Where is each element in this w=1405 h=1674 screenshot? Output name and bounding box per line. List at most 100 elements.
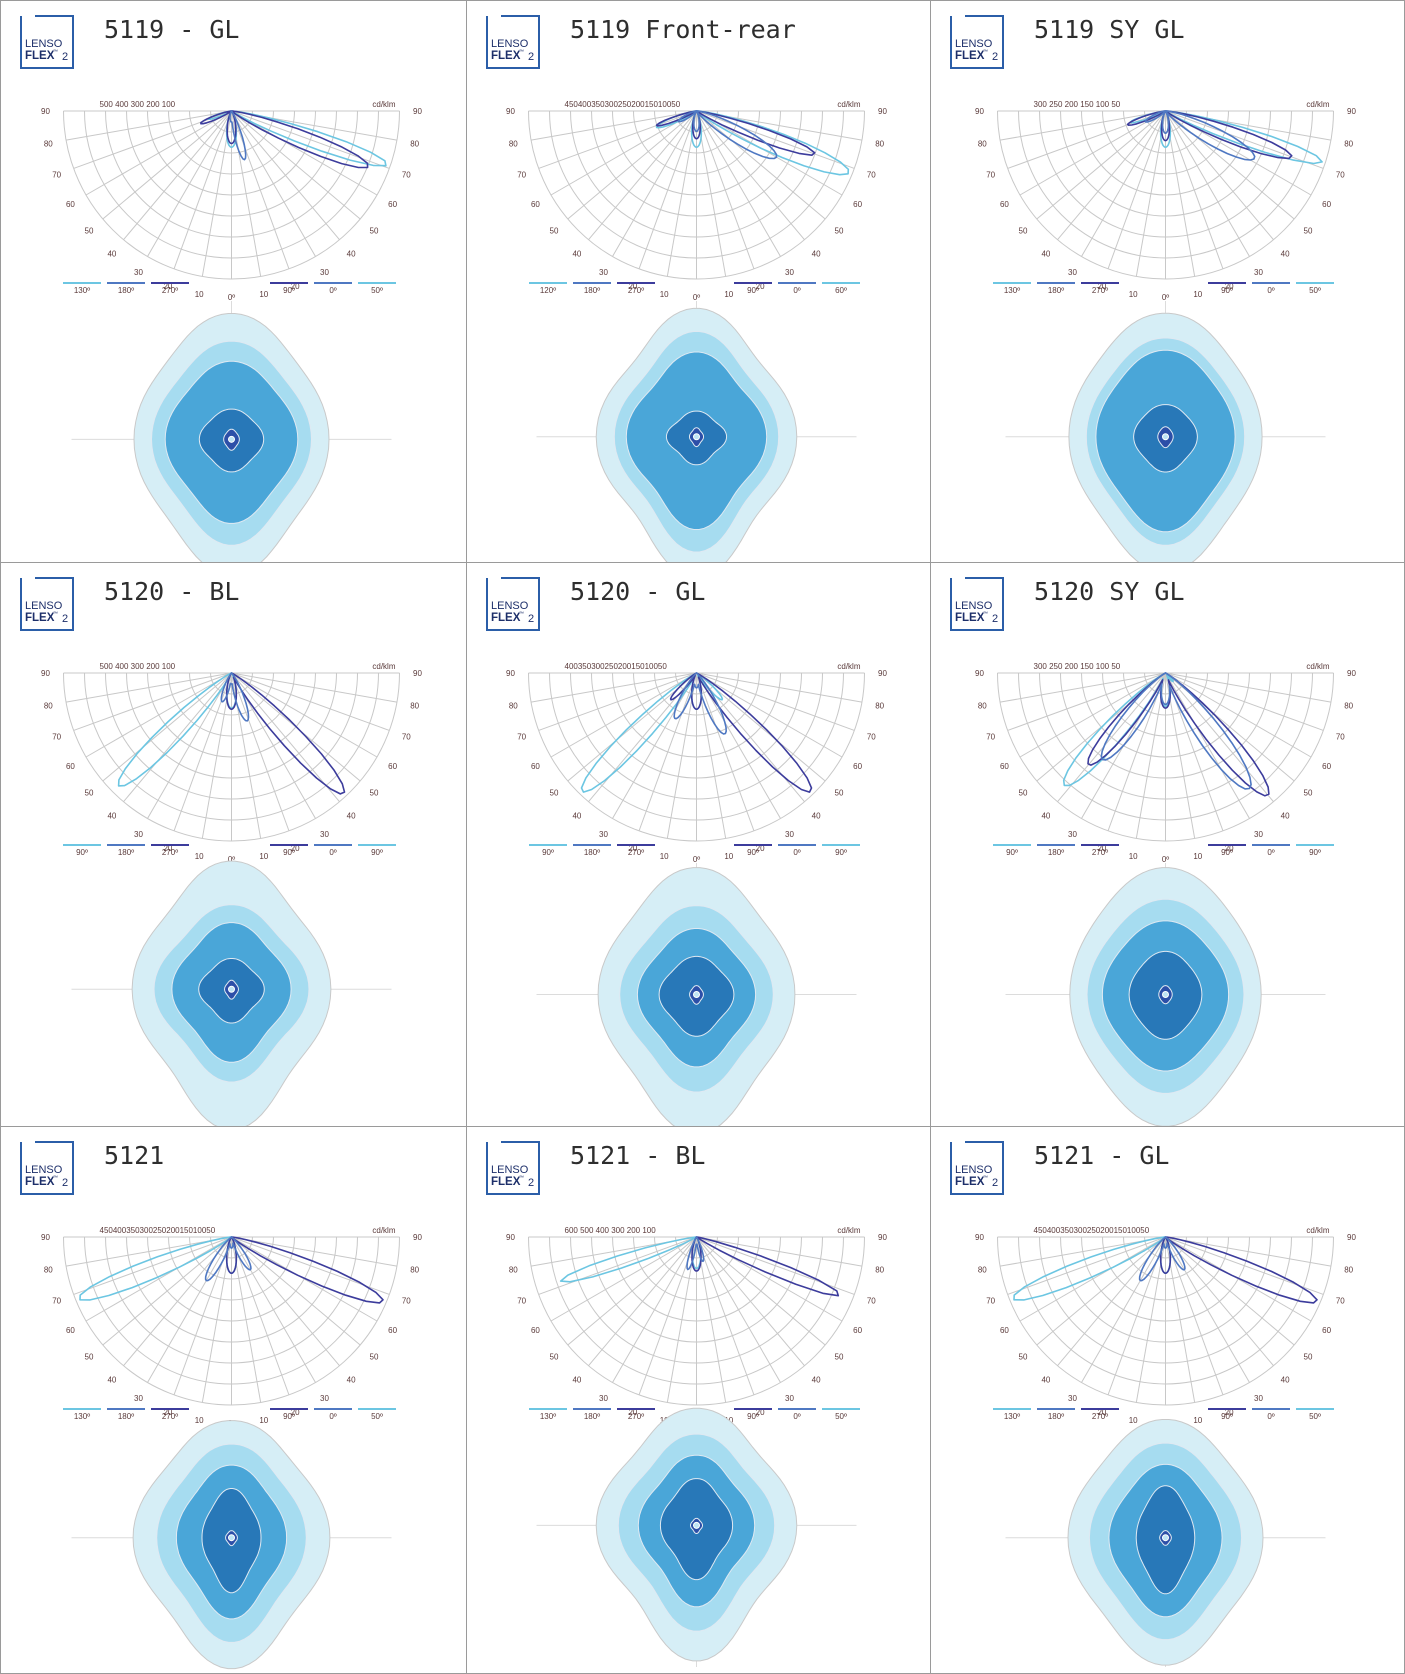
angle-label: 50 — [835, 789, 844, 798]
angle-label: 90 — [1347, 107, 1356, 116]
angle-label: 20 — [756, 844, 765, 853]
angle-label: 30 — [785, 268, 794, 277]
polar-spoke — [102, 1236, 232, 1346]
polar-legend: 130º 180º 270º 90º 0º 50º — [529, 1408, 860, 1421]
scale-labels: 500 400 300 200 100 — [100, 662, 176, 671]
polar-spoke — [231, 110, 290, 270]
isolux-center — [228, 985, 235, 993]
angle-label: 40 — [347, 250, 356, 259]
polar-spoke — [65, 672, 232, 703]
angle-label: 50 — [1304, 789, 1313, 798]
polar-diagram: 90 80 70 60 50 40 30 20 10 0º 10 20 30 40 50 60 70 80 90 50… — [41, 100, 422, 302]
angle-label: 30 — [1068, 830, 1077, 839]
angle-label: 80 — [1344, 139, 1353, 148]
angle-label: 90 — [1347, 1233, 1356, 1242]
units-label: cd/klm — [372, 100, 395, 109]
polar-spoke — [1019, 1236, 1166, 1322]
polar-spoke — [1165, 672, 1332, 703]
angle-label: 30 — [785, 1394, 794, 1403]
legend-label: 90º — [283, 1412, 295, 1421]
angle-label: 60 — [531, 200, 540, 209]
angle-label: 80 — [44, 701, 53, 710]
angle-label: 60 — [853, 1326, 862, 1335]
angle-label: 20 — [163, 1408, 172, 1417]
legend-label: 180º — [118, 286, 134, 295]
angle-label: 70 — [867, 171, 876, 180]
logo-text-tm: ™ — [53, 611, 58, 617]
polar-curve-dark — [200, 110, 369, 169]
angle-label: 40 — [1041, 1376, 1050, 1385]
isolux-diagram — [1005, 301, 1326, 562]
angle-label: 20 — [1225, 282, 1234, 291]
legend-label: 50º — [371, 286, 383, 295]
angle-label: 20 — [756, 1408, 765, 1417]
angle-label: 50 — [550, 789, 559, 798]
polar-spoke — [147, 672, 232, 819]
angle-label: 40 — [1281, 250, 1290, 259]
legend-label: 90º — [542, 848, 554, 857]
isolux-diagram — [536, 863, 857, 1126]
polar-spoke — [567, 1236, 697, 1346]
angle-label: 50 — [550, 1353, 559, 1362]
polar-spoke — [1165, 110, 1250, 257]
polar-legend: 90º 180º 270º 90º 0º 90º — [63, 844, 396, 857]
polar-spoke — [696, 672, 863, 703]
polar-curve-mid — [1100, 672, 1252, 790]
angle-label: 70 — [517, 171, 526, 180]
angle-label: 80 — [875, 1265, 884, 1274]
polar-spoke — [1165, 672, 1324, 731]
polar-spoke — [102, 110, 232, 220]
angle-label: 60 — [1322, 762, 1331, 771]
angle-label: 30 — [1254, 268, 1263, 277]
polar-spoke — [231, 672, 390, 731]
angle-label: 90 — [975, 1233, 984, 1242]
angle-label: 90 — [413, 1233, 422, 1242]
polar-spoke — [696, 1236, 781, 1383]
angle-label: 90 — [878, 669, 887, 678]
angle-label: 80 — [410, 139, 419, 148]
angle-label: 90 — [41, 107, 50, 116]
polar-spoke — [73, 672, 232, 731]
polar-diagram: 90 80 70 60 50 40 30 20 10 0º 10 20 30 40 50 60 70 80 90 30… — [975, 100, 1356, 302]
logo-text-flex: FLEX — [955, 50, 985, 62]
polar-curve-dark — [225, 672, 346, 795]
logo-text-version: 2 — [62, 1177, 68, 1189]
legend-label: 130º — [1004, 286, 1020, 295]
angle-label: 90 — [1347, 669, 1356, 678]
panel-title: 5121 - GL — [1034, 1141, 1170, 1170]
legend-label: 0º — [329, 1412, 336, 1421]
polar-spoke — [999, 672, 1166, 703]
angle-label: 10 — [1193, 290, 1202, 299]
polar-diagram: 90 80 70 60 50 40 30 20 10 0º 10 20 30 40 50 60 70 80 90 45… — [506, 100, 887, 302]
legend-label: 0º — [329, 286, 336, 295]
logo-text-flex: FLEX — [491, 612, 521, 624]
isolux-diagram — [71, 860, 392, 1126]
angle-label: 20 — [1097, 1408, 1106, 1417]
legend-label: 50º — [371, 1412, 383, 1421]
polar-spoke — [231, 110, 316, 257]
isolux-center — [228, 435, 235, 443]
units-label: cd/klm — [372, 662, 395, 671]
angle-label: 70 — [986, 171, 995, 180]
legend-label: 180º — [584, 848, 600, 857]
polar-curve-dark — [655, 110, 816, 156]
legend-label: 180º — [1048, 286, 1064, 295]
angle-label: 20 — [291, 844, 300, 853]
angle-label: 20 — [628, 1408, 637, 1417]
logo-text-flex: FLEX — [955, 612, 985, 624]
polar-spoke — [85, 1236, 232, 1322]
panel-title: 5121 - BL — [570, 1141, 706, 1170]
logo-text-version: 2 — [992, 1177, 998, 1189]
logo-text-tm: ™ — [519, 1175, 524, 1181]
panel-title: 5120 SY GL — [1034, 577, 1185, 606]
angle-label: 40 — [347, 1376, 356, 1385]
polar-spoke — [612, 110, 697, 257]
polar-legend: 130º 180º 270º 90º 0º 50º — [993, 282, 1334, 295]
angle-label: 50 — [370, 227, 379, 236]
units-label: cd/klm — [837, 100, 860, 109]
polar-spoke — [696, 672, 843, 758]
